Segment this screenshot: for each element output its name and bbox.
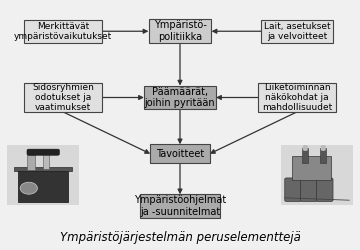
FancyBboxPatch shape: [18, 169, 68, 202]
Text: Ympäristö-
politiikka: Ympäristö- politiikka: [154, 20, 206, 42]
Text: Liiketoiminnan
näkökohdat ja
mahdollisuudet: Liiketoiminnan näkökohdat ja mahdollisuu…: [262, 82, 332, 112]
FancyBboxPatch shape: [14, 166, 72, 171]
Circle shape: [303, 148, 308, 151]
FancyBboxPatch shape: [144, 86, 216, 110]
Text: Ympäristöjärjestelmän peruselementtejä: Ympäristöjärjestelmän peruselementtejä: [59, 232, 301, 244]
FancyBboxPatch shape: [43, 152, 49, 169]
Text: Sidosryhmien
odotukset ja
vaatimukset: Sidosryhmien odotukset ja vaatimukset: [32, 82, 94, 112]
FancyBboxPatch shape: [7, 145, 79, 205]
Text: Ympäristöohjelmat
ja -suunnitelmat: Ympäristöohjelmat ja -suunnitelmat: [134, 196, 226, 217]
FancyBboxPatch shape: [320, 148, 326, 163]
FancyBboxPatch shape: [27, 155, 35, 170]
Text: Lait, asetukset
ja velvoitteet: Lait, asetukset ja velvoitteet: [264, 22, 330, 41]
FancyBboxPatch shape: [285, 178, 301, 202]
Circle shape: [303, 145, 308, 148]
FancyBboxPatch shape: [27, 149, 59, 155]
FancyBboxPatch shape: [150, 144, 210, 163]
FancyBboxPatch shape: [292, 156, 331, 180]
Circle shape: [321, 148, 326, 151]
FancyBboxPatch shape: [261, 20, 333, 42]
FancyBboxPatch shape: [302, 148, 308, 163]
FancyBboxPatch shape: [149, 20, 211, 43]
Text: Tavoitteet: Tavoitteet: [156, 149, 204, 159]
Circle shape: [321, 145, 326, 148]
FancyBboxPatch shape: [316, 178, 333, 202]
FancyBboxPatch shape: [140, 194, 220, 218]
Text: Merkittävät
ympäristövaikutukset: Merkittävät ympäristövaikutukset: [14, 22, 112, 41]
FancyBboxPatch shape: [24, 20, 102, 42]
FancyBboxPatch shape: [24, 83, 102, 112]
Circle shape: [20, 182, 37, 194]
FancyBboxPatch shape: [301, 178, 317, 202]
FancyBboxPatch shape: [281, 145, 353, 205]
FancyBboxPatch shape: [258, 83, 336, 112]
Text: Päämäärät,
joihin pyritään: Päämäärät, joihin pyritään: [145, 87, 215, 108]
